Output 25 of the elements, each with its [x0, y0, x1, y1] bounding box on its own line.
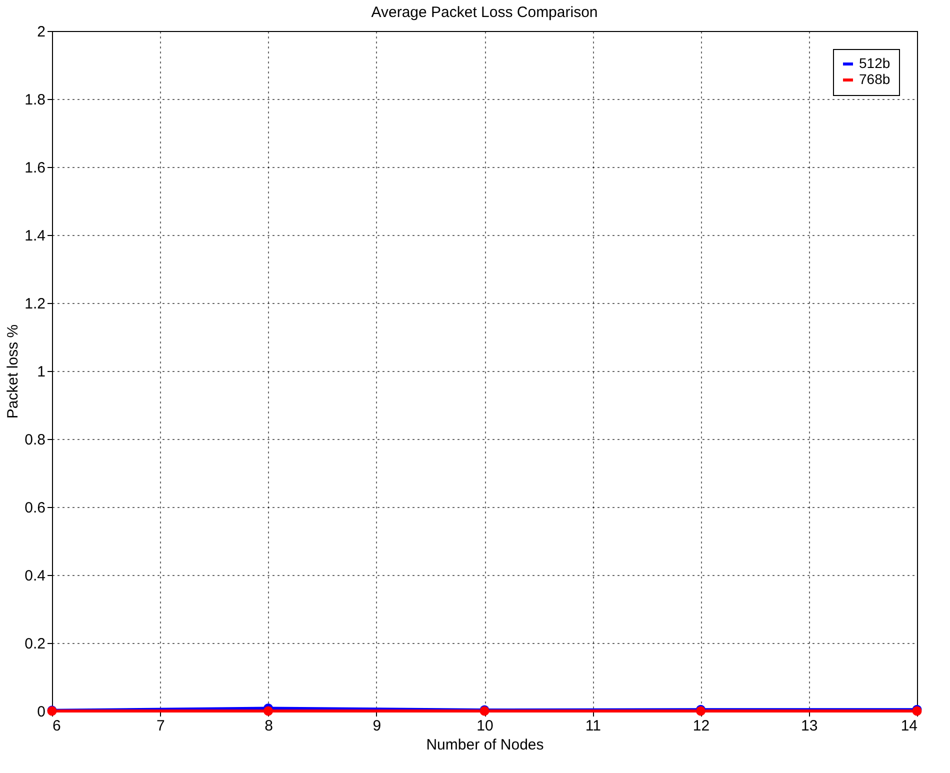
x-tick-label: 8: [264, 718, 273, 734]
y-tick-label: 0: [37, 704, 46, 720]
x-tick-label: 10: [476, 718, 494, 734]
legend-label: 512b: [859, 55, 890, 71]
y-tick-label: 1.2: [24, 296, 46, 312]
x-tick-label: 11: [585, 718, 601, 734]
x-tick-label: 13: [801, 718, 818, 734]
y-tick-label: 0.4: [24, 568, 46, 584]
x-tick-label: 6: [52, 718, 61, 734]
y-axis-title: Packet loss %: [4, 324, 22, 419]
x-tick-label: 7: [156, 718, 165, 734]
x-tick-label: 9: [372, 718, 382, 734]
x-tick-label: 12: [692, 718, 710, 734]
y-tick-label: 0.8: [24, 432, 46, 448]
x-tick-label: 14: [900, 718, 918, 734]
y-tick-label: 0.6: [24, 500, 46, 516]
legend-label: 768b: [859, 71, 890, 87]
y-tick-label: 1.8: [24, 92, 46, 108]
y-tick-label: 1.6: [24, 160, 46, 176]
y-tick-label: 0.2: [24, 636, 46, 652]
chart-title: Average Packet Loss Comparison: [371, 4, 598, 21]
y-tick-label: 1.4: [24, 228, 46, 244]
x-axis-title: Number of Nodes: [426, 736, 544, 754]
y-tick-label: 2: [37, 24, 46, 40]
y-tick-label: 1: [37, 364, 46, 380]
